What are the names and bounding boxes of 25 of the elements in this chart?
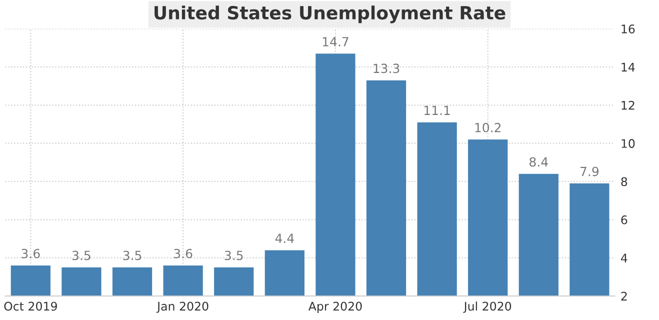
x-tick-label: Oct 2019 <box>4 302 57 311</box>
y-tick-label: 10 <box>622 139 635 148</box>
y-tick-label: 2 <box>621 292 627 300</box>
data-label: 3.6 <box>22 248 40 258</box>
y-tick-label: 4 <box>620 254 628 262</box>
y-tick-label: 6 <box>621 215 628 224</box>
data-label: 3.6 <box>174 248 192 258</box>
data-label: 13.3 <box>374 64 400 74</box>
data-label: 7.9 <box>580 166 599 176</box>
data-label: 11.1 <box>424 106 450 115</box>
chart-title: United States Unemployment Rate <box>154 6 506 24</box>
y-tick-label: 12 <box>622 100 634 110</box>
data-label: 3.5 <box>224 250 243 260</box>
data-label: 4.4 <box>275 234 294 243</box>
y-tick-label: 16 <box>622 24 635 34</box>
data-label: 8.4 <box>530 157 548 167</box>
data-label: 10.2 <box>475 122 501 132</box>
x-tick-label: Jul 2020 <box>463 302 512 313</box>
data-label: 3.5 <box>72 250 90 260</box>
x-tick-label: Apr 2020 <box>308 302 362 313</box>
y-tick-label: 14 <box>622 62 635 72</box>
data-label: 14.7 <box>322 37 348 46</box>
x-tick-label: Jan 2020 <box>156 302 208 313</box>
data-label: 3.5 <box>123 250 142 260</box>
y-tick-label: 8 <box>621 177 628 186</box>
